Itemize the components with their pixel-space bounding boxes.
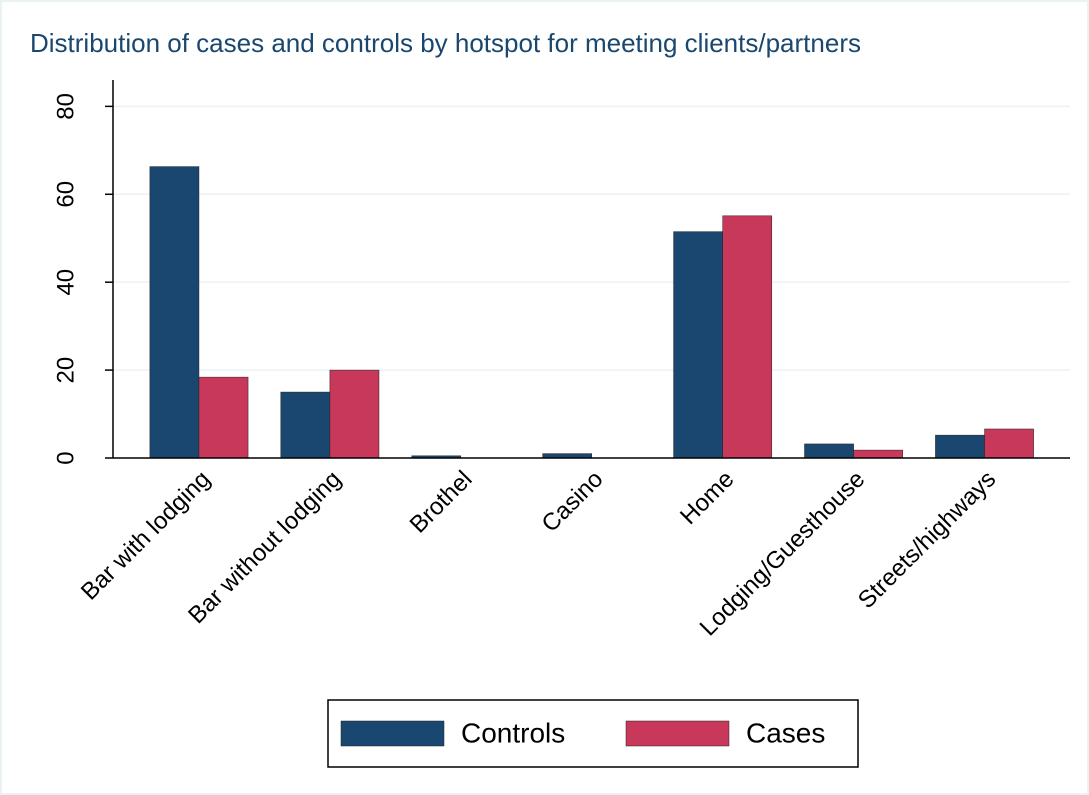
bar [198,376,249,459]
chart-title: Distribution of cases and controls by ho… [30,28,861,58]
y-tick-label: 0 [52,451,79,464]
y-tick-label: 40 [52,269,79,296]
y-tick-label: 60 [52,181,79,208]
bar [853,449,903,459]
legend-label: Cases [746,717,825,748]
bar [722,215,773,459]
bar [804,443,854,459]
bar [149,166,200,459]
bar [935,434,985,459]
legend-swatch [625,720,730,747]
y-tick-label: 20 [52,357,79,384]
legend-swatch [340,720,445,747]
y-tick-label: 80 [52,93,79,120]
bar [280,391,331,459]
bar [329,369,380,459]
bar [984,428,1034,459]
bar [673,231,723,459]
legend-label: Controls [461,717,565,748]
